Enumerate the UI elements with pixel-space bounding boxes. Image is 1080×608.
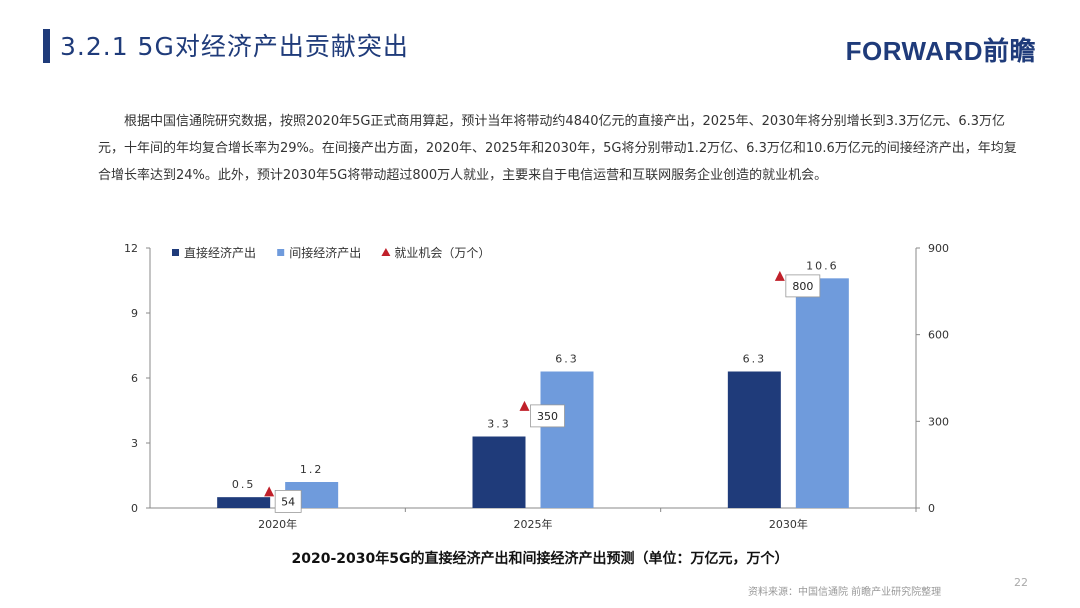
- bar-direct: [472, 436, 526, 508]
- legend-label: 直接经济产出: [184, 245, 256, 260]
- y-right-tick-label: 0: [928, 502, 935, 515]
- page-number: 22: [1014, 576, 1028, 589]
- bar-value-label: 6.3: [555, 353, 579, 366]
- y-left-tick-label: 6: [131, 372, 138, 385]
- legend-swatch: [381, 248, 391, 256]
- y-left-tick-label: 3: [131, 437, 138, 450]
- jobs-label-box: [785, 274, 821, 298]
- page-title: 3.2.1 5G对经济产出贡献突出: [60, 32, 409, 61]
- bar-value-label: 1.2: [300, 463, 324, 476]
- bar-value-label: 3.3: [487, 418, 511, 431]
- y-left-tick-label: 12: [124, 242, 138, 255]
- x-tick-label: 2025年: [514, 517, 553, 531]
- legend-swatch: [172, 249, 179, 256]
- x-tick-label: 2030年: [769, 517, 808, 531]
- jobs-marker: [774, 270, 785, 281]
- bar-direct: [217, 497, 271, 508]
- jobs-marker: [519, 400, 530, 411]
- jobs-marker: [264, 486, 275, 497]
- y-right-tick-label: 300: [928, 415, 949, 428]
- title-accent-bar: [43, 29, 50, 63]
- x-tick-label: 2020年: [258, 517, 297, 531]
- bar-value-label: 0.5: [232, 478, 256, 491]
- y-left-tick-label: 0: [131, 502, 138, 515]
- y-left-tick-label: 9: [131, 307, 138, 320]
- y-right-tick-label: 600: [928, 329, 949, 342]
- bar-indirect: [540, 371, 594, 508]
- y-right-tick-label: 900: [928, 242, 949, 255]
- bar-direct: [727, 371, 781, 508]
- legend-label: 间接经济产出: [289, 245, 361, 260]
- legend-label: 就业机会（万个）: [394, 246, 490, 260]
- jobs-label: 800: [792, 280, 813, 293]
- brand-logo: FORWARD前瞻: [845, 36, 1036, 66]
- jobs-label: 350: [537, 410, 558, 423]
- chart-caption: 2020-2030年5G的直接经济产出和间接经济产出预测（单位：万亿元，万个）: [291, 551, 789, 567]
- bar-value-label: 6.3: [743, 353, 767, 366]
- bar-value-label: 10.6: [806, 259, 839, 272]
- legend-swatch: [277, 249, 285, 256]
- source-note: 资料来源：中国信通院 前瞻产业研究院整理: [748, 587, 942, 598]
- body-paragraph: 根据中国信通院研究数据，按照2020年5G正式商用算起，预计当年将带动约4840…: [98, 114, 1017, 183]
- jobs-label-box: [274, 489, 302, 513]
- jobs-label-box: [530, 404, 565, 428]
- bar-indirect: [795, 278, 849, 508]
- jobs-label: 54: [281, 495, 295, 508]
